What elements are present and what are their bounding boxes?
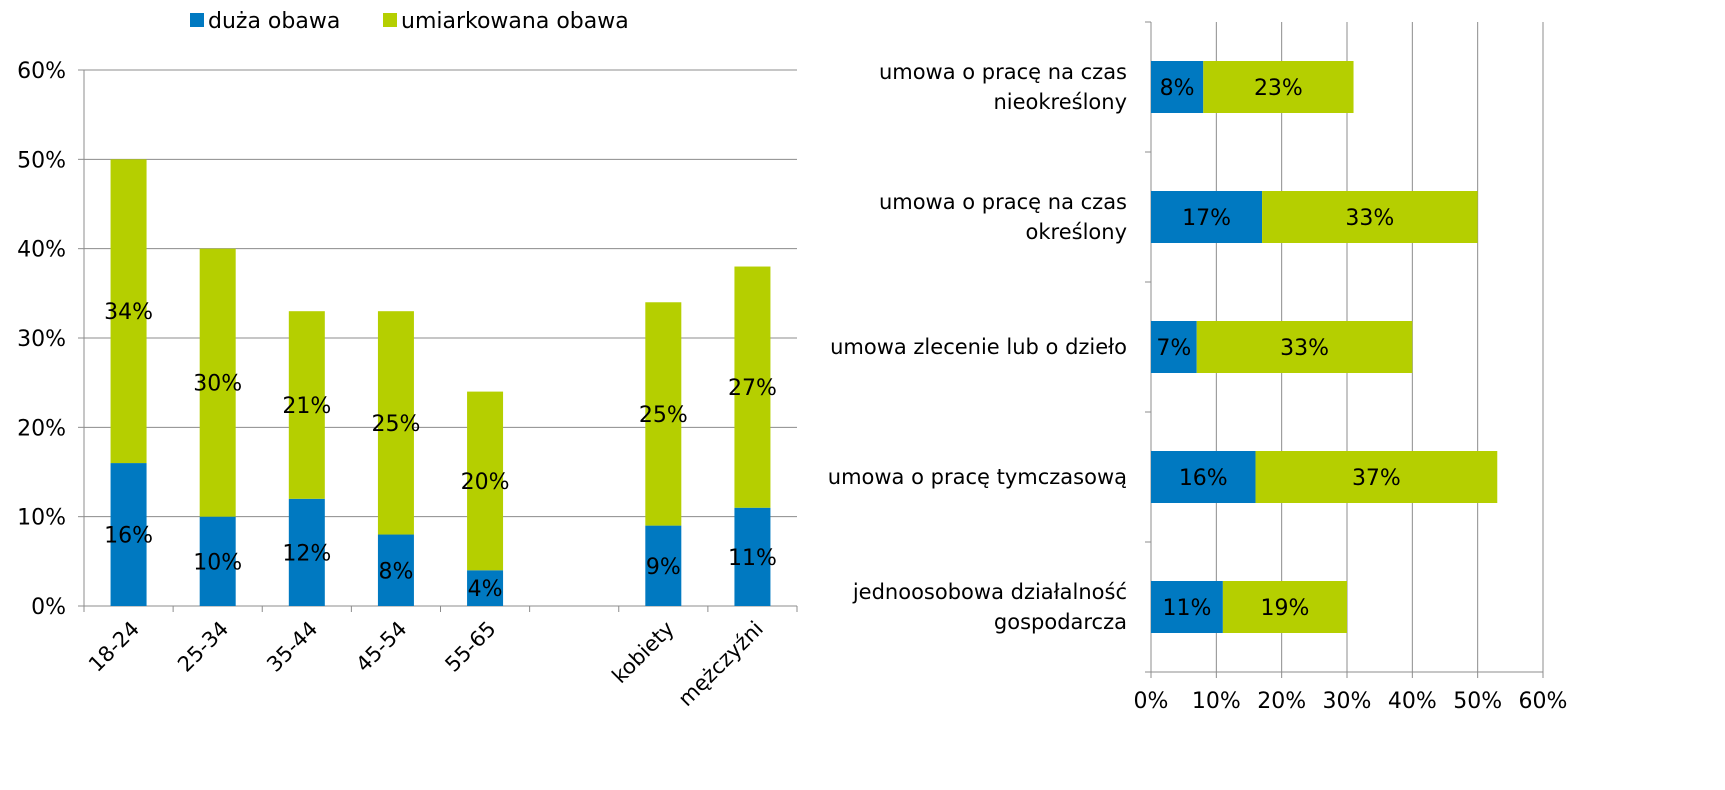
legend-swatch-umiarkowana: [383, 13, 397, 27]
x-tick-label: 18-24: [84, 617, 144, 677]
data-label: 7%: [1156, 336, 1191, 361]
bar-segment: [467, 570, 504, 606]
x-tick-label: 60%: [1519, 689, 1568, 714]
y-tick-label: umowa o pracę na czas: [879, 60, 1127, 84]
y-tick-label: 40%: [17, 238, 66, 263]
y-tick-label: 50%: [17, 148, 66, 173]
bar-segment: [199, 248, 236, 517]
bar-segment: [1151, 321, 1197, 373]
bar-segment: [734, 507, 771, 606]
data-label: 37%: [1352, 466, 1401, 491]
data-label: 33%: [1280, 336, 1329, 361]
data-label: 12%: [282, 541, 331, 566]
bar-segment: [467, 391, 504, 571]
data-label: 19%: [1260, 596, 1309, 621]
data-label: 11%: [1162, 596, 1211, 621]
bar-segment: [1255, 451, 1498, 503]
x-tick-label: 35-44: [262, 617, 322, 677]
y-tick-label: nieokreślony: [993, 90, 1127, 114]
y-tick-label: 30%: [17, 327, 66, 352]
legend-label-duza: duża obawa: [208, 9, 340, 34]
bar-segment: [110, 463, 147, 606]
legend-swatch-duza: [190, 13, 204, 27]
data-label: 11%: [728, 546, 777, 571]
bar-segment: [1222, 581, 1347, 633]
data-label: 23%: [1254, 76, 1303, 101]
x-tick-label: 55-65: [440, 617, 500, 677]
data-label: 21%: [282, 394, 331, 419]
bar-segment: [645, 525, 682, 606]
bar-segment: [1196, 321, 1413, 373]
bar-segment: [1151, 581, 1223, 633]
data-label: 8%: [1160, 76, 1195, 101]
data-label: 25%: [371, 412, 420, 437]
data-label: 34%: [104, 300, 153, 325]
data-label: 30%: [193, 372, 242, 397]
legend-label-umiarkowana: umiarkowana obawa: [401, 9, 629, 34]
right-chart: 0% 10% 20% 30% 40% 50% 60% 8% 23% umowa o pracę n…: [828, 21, 1568, 714]
data-label: 16%: [104, 524, 153, 549]
data-label: 25%: [639, 403, 688, 428]
bar-segment: [645, 302, 682, 526]
bar-segment: [1203, 61, 1354, 113]
data-label: 4%: [468, 577, 503, 602]
x-tick-label: 40%: [1388, 689, 1437, 714]
y-tick-label: określony: [1026, 220, 1127, 244]
data-label: 20%: [461, 470, 510, 495]
x-tick-label: kobiety: [607, 617, 678, 688]
x-tick-label: 30%: [1323, 689, 1372, 714]
x-tick-label: 0%: [1134, 689, 1169, 714]
bar-segment: [1151, 451, 1256, 503]
y-tick-label: umowa o pracę tymczasową: [828, 465, 1127, 489]
data-label: 17%: [1182, 206, 1231, 231]
left-chart: 0% 10% 20% 30% 40% 50% 60% 16% 34% 18-24 10% 30% 25-…: [17, 59, 798, 711]
y-tick-label: 0%: [31, 595, 66, 620]
x-tick-label: 45-54: [351, 617, 411, 677]
bar-segment: [288, 311, 325, 499]
x-tick-label: 50%: [1453, 689, 1502, 714]
bar-segment: [377, 534, 414, 606]
y-tick-label: 20%: [17, 416, 66, 441]
bar-segment: [199, 516, 236, 606]
bar-segment: [1151, 191, 1263, 243]
x-tick-label: 20%: [1257, 689, 1306, 714]
data-label: 10%: [193, 550, 242, 575]
bar-segment: [377, 311, 414, 535]
data-label: 33%: [1345, 206, 1394, 231]
data-label: 9%: [646, 555, 681, 580]
y-tick-label: jednoosobowa działalność: [852, 580, 1127, 604]
y-tick-label: umowa o pracę na czas: [879, 190, 1127, 214]
data-label: 16%: [1179, 466, 1228, 491]
bar-segment: [734, 266, 771, 508]
legend: duża obawa umiarkowana obawa: [190, 9, 629, 34]
y-tick-label: 60%: [17, 59, 66, 84]
x-tick-label: mężczyźni: [674, 617, 768, 711]
bar-segment: [288, 498, 325, 606]
bar-segment: [1262, 191, 1478, 243]
x-tick-label: 10%: [1192, 689, 1241, 714]
y-tick-label: umowa zlecenie lub o dzieło: [830, 335, 1127, 359]
y-tick-label: gospodarcza: [994, 610, 1127, 634]
data-label: 27%: [728, 376, 777, 401]
bar-segment: [110, 159, 147, 464]
x-tick-label: 25-34: [173, 617, 233, 677]
data-label: 8%: [378, 559, 413, 584]
y-tick-label: 10%: [17, 506, 66, 531]
bar-segment: [1151, 61, 1204, 113]
